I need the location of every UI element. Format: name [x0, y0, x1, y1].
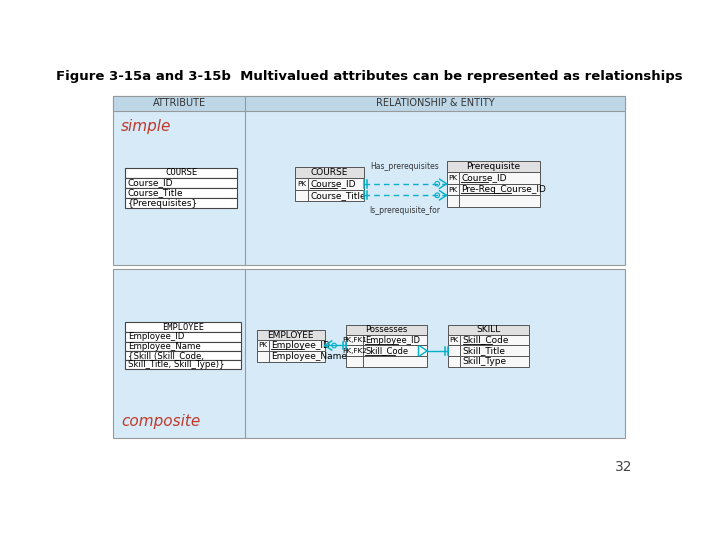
Text: PK,FK1: PK,FK1 [342, 337, 366, 343]
FancyBboxPatch shape [448, 325, 529, 335]
Text: Is_prerequisite_for: Is_prerequisite_for [369, 206, 441, 215]
FancyBboxPatch shape [446, 195, 539, 207]
FancyBboxPatch shape [448, 356, 529, 367]
Text: EMPLOYEE: EMPLOYEE [162, 323, 204, 332]
Text: Skill_Code: Skill_Code [463, 335, 509, 345]
FancyBboxPatch shape [346, 356, 427, 367]
Text: Prerequisite: Prerequisite [466, 163, 520, 171]
Text: Course_ID: Course_ID [462, 173, 507, 183]
Text: Employee_ID: Employee_ID [365, 335, 420, 345]
Text: Possesses: Possesses [365, 325, 408, 334]
Text: COURSE: COURSE [165, 168, 197, 178]
FancyBboxPatch shape [256, 330, 325, 340]
FancyBboxPatch shape [256, 340, 325, 351]
FancyBboxPatch shape [125, 360, 241, 369]
FancyBboxPatch shape [446, 172, 539, 184]
Text: {Prerequisites}: {Prerequisites} [128, 199, 198, 207]
Text: simple: simple [121, 119, 171, 134]
Text: Course_ID: Course_ID [310, 179, 356, 188]
Text: Course_Title: Course_Title [128, 188, 184, 198]
Text: composite: composite [121, 414, 200, 429]
Text: RELATIONSHIP & ENTITY: RELATIONSHIP & ENTITY [376, 98, 494, 109]
Text: Employee_ID: Employee_ID [128, 333, 184, 341]
Text: PK: PK [450, 337, 459, 343]
FancyBboxPatch shape [125, 322, 241, 333]
Text: Has_prerequisites: Has_prerequisites [371, 163, 439, 171]
FancyBboxPatch shape [295, 178, 364, 190]
FancyBboxPatch shape [295, 167, 364, 178]
Text: PK: PK [448, 186, 457, 193]
Text: Skill_Code: Skill_Code [365, 346, 408, 355]
FancyBboxPatch shape [446, 184, 539, 195]
FancyBboxPatch shape [446, 161, 539, 172]
Text: SKILL: SKILL [477, 325, 501, 334]
Text: PK: PK [258, 342, 267, 348]
Text: 32: 32 [615, 460, 632, 474]
FancyBboxPatch shape [346, 325, 427, 335]
Text: EMPLOYEE: EMPLOYEE [267, 330, 314, 340]
FancyBboxPatch shape [295, 190, 364, 201]
FancyBboxPatch shape [113, 96, 625, 265]
FancyBboxPatch shape [125, 168, 238, 178]
Text: PK: PK [297, 181, 306, 187]
Text: Skill_Title, Skill_Type)}: Skill_Title, Skill_Type)} [128, 360, 225, 369]
FancyBboxPatch shape [125, 342, 241, 351]
FancyBboxPatch shape [346, 335, 427, 346]
FancyBboxPatch shape [448, 346, 529, 356]
FancyBboxPatch shape [125, 178, 238, 188]
Text: Pre-Req_Course_ID: Pre-Req_Course_ID [462, 185, 546, 194]
FancyBboxPatch shape [125, 188, 238, 198]
Text: Skill_Type: Skill_Type [463, 357, 507, 366]
FancyBboxPatch shape [346, 346, 427, 356]
Text: Skill_Title: Skill_Title [463, 346, 505, 355]
Text: {Skill (Skill_Code,: {Skill (Skill_Code, [128, 351, 204, 360]
Text: Employee_ID: Employee_ID [271, 341, 330, 350]
Text: PK: PK [448, 175, 457, 181]
FancyBboxPatch shape [256, 351, 325, 362]
Text: PK,FK2: PK,FK2 [342, 348, 366, 354]
FancyBboxPatch shape [448, 335, 529, 346]
Text: Course_ID: Course_ID [128, 179, 174, 187]
FancyBboxPatch shape [125, 351, 241, 360]
Text: COURSE: COURSE [311, 168, 348, 177]
FancyBboxPatch shape [113, 96, 625, 111]
Text: Figure 3-15a and 3-15b  Multivalued attributes can be represented as relationshi: Figure 3-15a and 3-15b Multivalued attri… [55, 70, 683, 83]
Text: Employee_Name: Employee_Name [128, 342, 201, 351]
FancyBboxPatch shape [125, 198, 238, 208]
FancyBboxPatch shape [113, 269, 625, 438]
Text: Course_Title: Course_Title [310, 191, 366, 200]
Text: Employee_Name: Employee_Name [271, 352, 347, 361]
FancyBboxPatch shape [125, 333, 241, 342]
Text: ATTRIBUTE: ATTRIBUTE [153, 98, 206, 109]
